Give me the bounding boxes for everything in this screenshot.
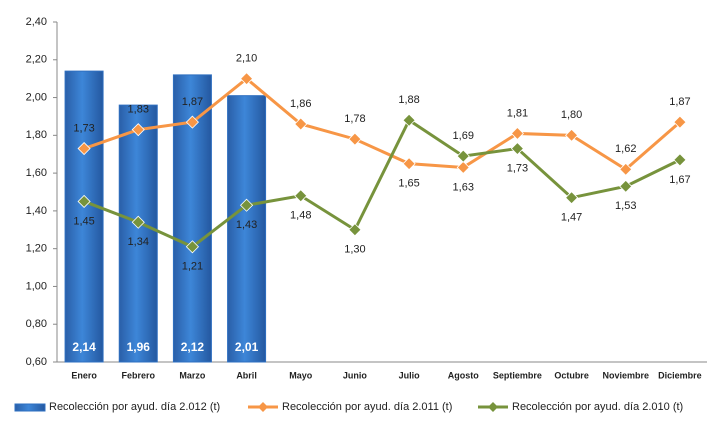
legend-label: Recolección por ayud. día 2.010 (t) [512,401,683,413]
bar-label: 2,01 [235,340,259,354]
y-tick-label: 1,60 [26,167,47,179]
y-tick-label: 1,20 [26,243,47,255]
series-marker [456,160,470,175]
series-marker [673,153,687,167]
bar-label: 2,12 [181,340,205,354]
series-marker [240,198,254,212]
data-label: 1,47 [561,212,582,224]
data-label: 1,81 [507,107,528,119]
data-label: 1,30 [344,244,365,256]
x-tick-label: Abril [236,370,257,380]
bar-label: 1,96 [127,340,151,354]
data-label: 1,65 [398,178,419,190]
legend-label: Recolección por ayud. día 2.012 (t) [49,401,220,413]
y-tick-label: 0,80 [26,318,47,330]
x-tick-label: Enero [71,370,97,380]
series-marker [131,123,145,137]
series-marker [240,72,254,86]
legend-marker [258,402,268,412]
data-label: 1,67 [669,174,690,186]
data-label: 1,86 [290,98,311,110]
data-label: 1,78 [344,113,365,125]
x-tick-label: Noviembre [602,370,649,380]
series-marker [294,117,308,131]
series-marker [348,132,362,146]
x-tick-label: Septiembre [493,370,542,380]
data-label: 1,73 [507,162,528,174]
y-tick-label: 1,40 [26,205,47,217]
series-marker [619,179,633,193]
x-tick-label: Mayo [289,370,313,380]
data-label: 1,43 [236,219,257,231]
legend-marker [488,402,498,412]
series-marker [185,115,199,129]
y-tick-label: 2,00 [26,91,47,103]
x-tick-label: Junio [343,370,368,380]
data-label: 2,10 [236,53,257,65]
legend-swatch [14,403,46,412]
y-tick-label: 1,00 [26,280,47,292]
series-marker [673,115,687,129]
series-marker [185,240,199,254]
y-tick-label: 1,80 [26,129,47,141]
bar [227,95,267,363]
data-label: 1,62 [615,143,636,155]
data-label: 1,21 [182,261,203,273]
legend-label: Recolección por ayud. día 2.011 (t) [282,401,452,413]
series-marker [565,128,579,142]
data-label: 1,45 [73,215,94,227]
data-label: 1,69 [453,130,474,142]
data-label: 1,34 [128,236,149,248]
data-label: 1,83 [128,104,149,116]
series-marker [402,157,416,171]
x-tick-label: Julio [399,370,421,380]
series-marker [510,141,524,156]
x-tick-label: Marzo [179,370,206,380]
series-line [83,76,681,172]
data-label: 1,53 [615,200,636,212]
data-label: 1,87 [669,96,690,108]
data-label: 1,73 [73,122,94,134]
x-tick-label: Octubre [554,370,589,380]
bar [64,70,104,363]
data-label: 1,48 [290,210,311,222]
x-tick-label: Agosto [448,370,479,380]
series-marker [77,194,91,209]
series-marker [294,189,308,203]
series-marker [510,126,524,141]
series-marker [77,141,91,156]
x-tick-label: Febrero [121,370,155,380]
series-marker [456,149,470,163]
series-marker [402,113,416,127]
data-label: 1,63 [453,181,474,193]
series-marker [348,223,362,237]
series-marker [131,215,145,229]
bar-label: 2,14 [72,340,96,354]
x-tick-label: Diciembre [658,370,702,380]
series-marker [565,191,579,205]
series-line [83,118,681,249]
data-label: 1,87 [182,96,203,108]
series-marker [619,162,633,176]
y-tick-label: 0,60 [26,356,47,368]
data-label: 1,80 [561,109,582,121]
data-label: 1,88 [398,94,419,106]
bar [118,104,158,363]
y-tick-label: 2,20 [26,54,47,66]
y-tick-label: 2,40 [26,16,47,28]
